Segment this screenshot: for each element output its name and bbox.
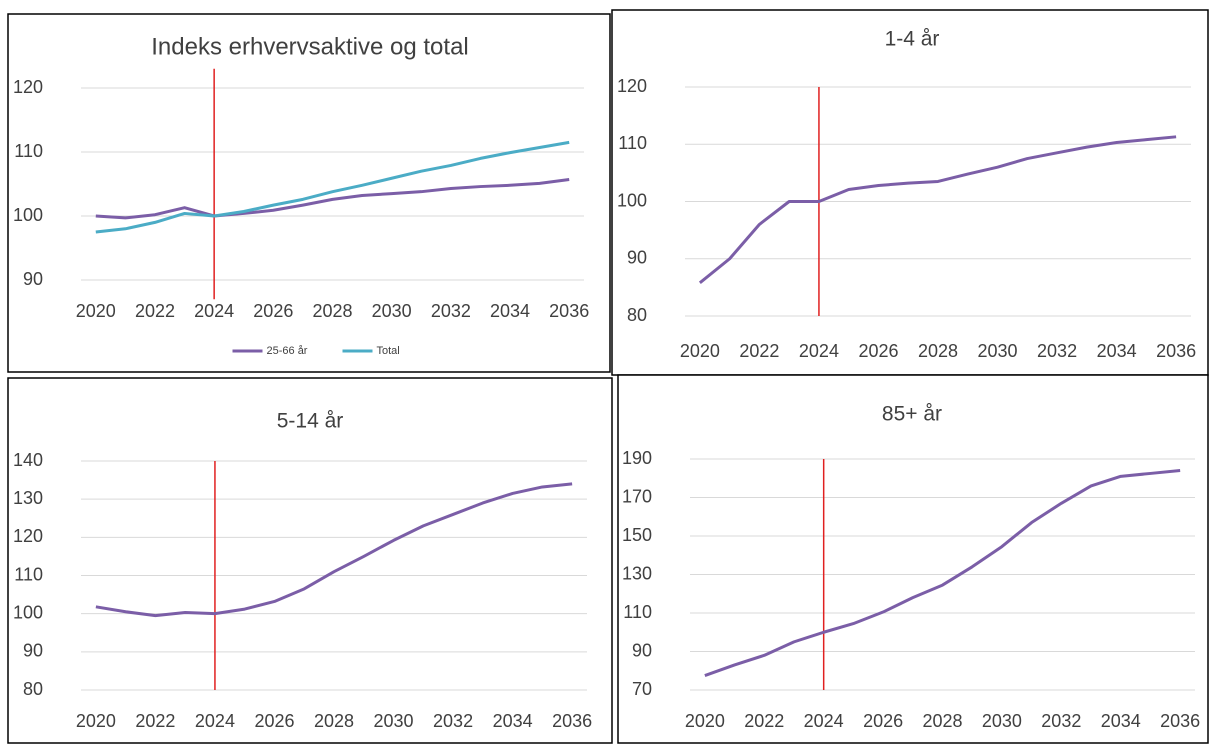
y-tick-label: 100 <box>617 190 647 210</box>
x-tick-label: 2036 <box>1156 341 1196 361</box>
y-tick-label: 90 <box>23 641 43 661</box>
x-tick-label: 2026 <box>254 711 294 731</box>
x-tick-label: 2022 <box>135 301 175 321</box>
x-tick-label: 2028 <box>922 711 962 731</box>
y-tick-label: 130 <box>13 488 43 508</box>
y-tick-label: 90 <box>632 640 652 660</box>
panel <box>7 13 611 373</box>
x-tick-label: 2028 <box>312 301 352 321</box>
x-tick-label: 2020 <box>76 301 116 321</box>
chart-title: 5-14 år <box>277 410 344 433</box>
y-tick-label: 90 <box>627 248 647 268</box>
x-tick-label: 2030 <box>372 301 412 321</box>
chart-title: 85+ år <box>882 403 942 426</box>
y-tick-label: 120 <box>13 77 43 97</box>
x-tick-label: 2020 <box>76 711 116 731</box>
panel <box>611 9 1209 376</box>
y-tick-label: 80 <box>23 679 43 699</box>
y-tick-label: 110 <box>623 602 652 622</box>
panel <box>7 377 613 744</box>
x-tick-label: 2032 <box>433 711 473 731</box>
x-tick-label: 2020 <box>685 711 725 731</box>
series-line <box>704 469 1181 677</box>
x-tick-label: 2020 <box>680 341 720 361</box>
series-line <box>95 140 570 234</box>
x-tick-label: 2034 <box>1101 711 1141 731</box>
x-tick-label: 2030 <box>978 341 1018 361</box>
x-tick-label: 2034 <box>1097 341 1137 361</box>
x-tick-label: 2028 <box>918 341 958 361</box>
y-tick-label: 170 <box>622 486 652 506</box>
x-tick-label: 2022 <box>739 341 779 361</box>
y-tick-label: 130 <box>622 563 652 583</box>
y-tick-label: 80 <box>627 305 647 325</box>
x-tick-label: 2034 <box>493 711 533 731</box>
x-tick-label: 2024 <box>194 301 234 321</box>
legend-label: Total <box>377 345 400 357</box>
chart-title: Indeks erhvervsaktive og total <box>151 33 469 60</box>
x-tick-label: 2030 <box>982 711 1022 731</box>
y-tick-label: 120 <box>617 76 647 96</box>
y-tick-label: 150 <box>622 525 652 545</box>
y-tick-label: 120 <box>13 526 43 546</box>
x-tick-label: 2026 <box>858 341 898 361</box>
chart-title: 1-4 år <box>885 28 940 51</box>
x-tick-label: 2036 <box>552 711 592 731</box>
y-tick-label: 110 <box>14 564 43 584</box>
x-tick-label: 2026 <box>253 301 293 321</box>
y-tick-label: 70 <box>632 679 652 699</box>
series-line <box>95 482 573 618</box>
y-tick-label: 190 <box>622 448 652 468</box>
panel <box>617 374 1209 744</box>
x-tick-label: 2024 <box>804 711 844 731</box>
legend-label: 25-66 år <box>267 345 308 357</box>
series-line <box>95 178 570 220</box>
x-tick-label: 2024 <box>195 711 235 731</box>
x-tick-label: 2028 <box>314 711 354 731</box>
y-tick-label: 140 <box>13 450 43 470</box>
x-tick-label: 2032 <box>1041 711 1081 731</box>
x-tick-label: 2036 <box>1160 711 1200 731</box>
x-tick-label: 2030 <box>374 711 414 731</box>
y-tick-label: 110 <box>14 141 43 161</box>
x-tick-label: 2022 <box>744 711 784 731</box>
y-tick-label: 110 <box>618 133 647 153</box>
x-tick-label: 2032 <box>431 301 471 321</box>
series-line <box>698 135 1177 284</box>
x-tick-label: 2032 <box>1037 341 1077 361</box>
y-tick-label: 100 <box>13 602 43 622</box>
y-tick-label: 100 <box>13 205 43 225</box>
x-tick-label: 2022 <box>135 711 175 731</box>
x-tick-label: 2024 <box>799 341 839 361</box>
x-tick-label: 2034 <box>490 301 530 321</box>
y-tick-label: 90 <box>23 269 43 289</box>
x-tick-label: 2026 <box>863 711 903 731</box>
x-tick-label: 2036 <box>549 301 589 321</box>
